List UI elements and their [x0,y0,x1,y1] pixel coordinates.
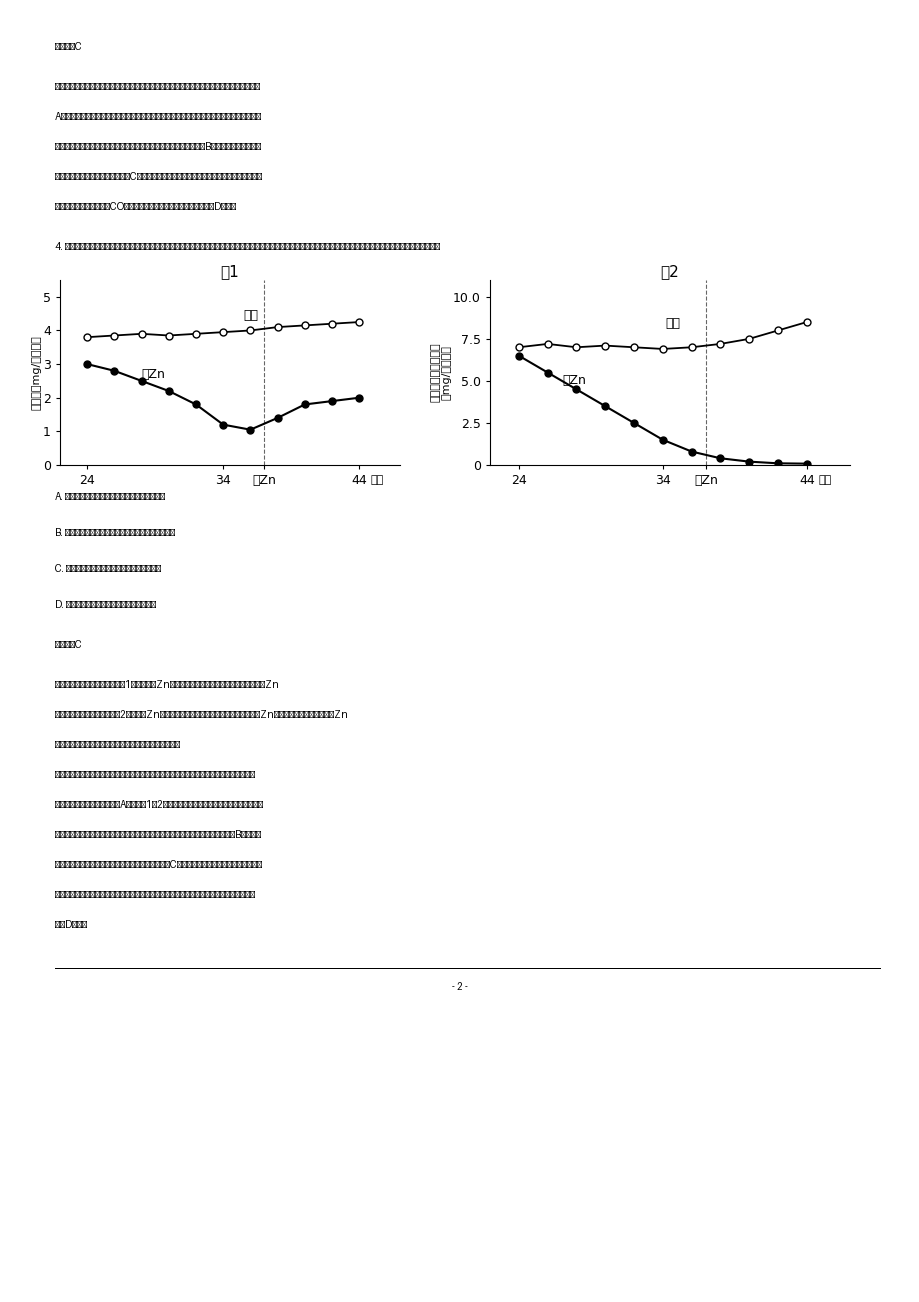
Text: 对照: 对照 [665,318,680,331]
Y-axis label: 色氨酸（mg/千粒重）: 色氨酸（mg/千粒重） [31,335,41,410]
Text: 无Zn: 无Zn [562,374,585,387]
Title: 图2: 图2 [660,264,678,279]
Text: 无Zn: 无Zn [142,367,165,380]
Text: 小时: 小时 [817,475,831,486]
Y-axis label: 生长素（吲哚乙酸）
（mg/千粒重）: 生长素（吲哚乙酸） （mg/千粒重） [430,342,451,402]
Text: 对照: 对照 [244,309,258,322]
Text: 小时: 小时 [369,475,383,486]
Title: 图1: 图1 [221,264,239,279]
